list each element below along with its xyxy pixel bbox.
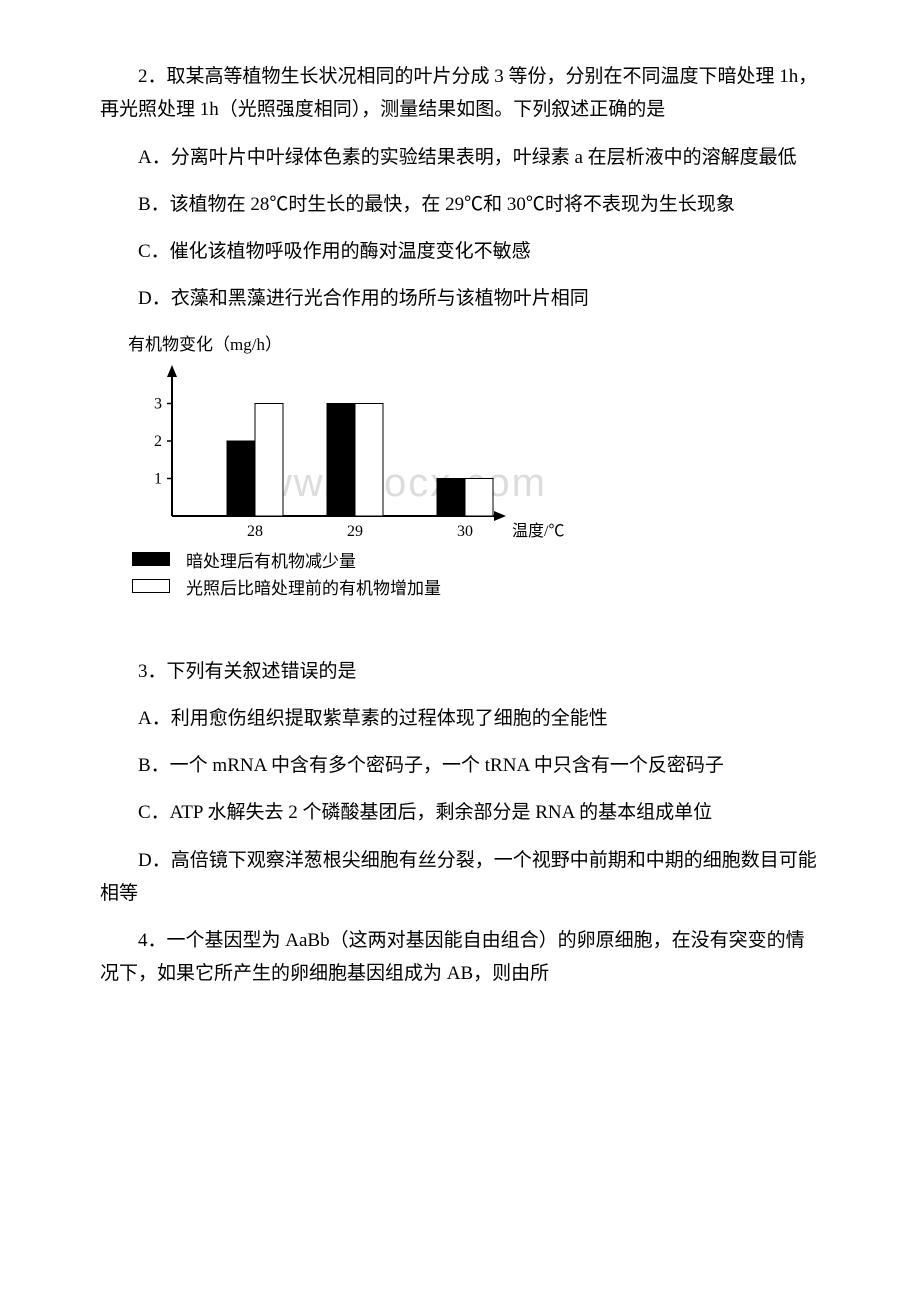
q2-option-a: A．分离叶片中叶绿体色素的实验结果表明，叶绿素 a 在层析液中的溶解度最低: [100, 141, 820, 174]
q3-option-c: C．ATP 水解失去 2 个磷酸基团后，剩余部分是 RNA 的基本组成单位: [100, 796, 820, 829]
q3-stem: 3．下列有关叙述错误的是: [100, 655, 820, 688]
svg-text:3: 3: [154, 395, 162, 412]
legend-row-light: 光照后比暗处理前的有机物增加量: [132, 574, 820, 599]
chart-legend: 暗处理后有机物减少量 光照后比暗处理前的有机物增加量: [132, 547, 820, 599]
bar-chart: 有机物变化（mg/h） www.bdocx.com 123282930温度/℃ …: [132, 330, 820, 599]
q2-stem: 2．取某高等植物生长状况相同的叶片分成 3 等份，分别在不同温度下暗处理 1h，…: [100, 60, 820, 127]
q3-option-b: B．一个 mRNA 中含有多个密码子，一个 tRNA 中只含有一个反密码子: [100, 749, 820, 782]
q4-stem: 4．一个基因型为 AaBb（这两对基因能自由组合）的卵原细胞，在没有突变的情况下…: [100, 924, 820, 991]
svg-text:28: 28: [247, 523, 263, 540]
q2-option-c: C．催化该植物呼吸作用的酶对温度变化不敏感: [100, 235, 820, 268]
q3-option-d: D．高倍镜下观察洋葱根尖细胞有丝分裂，一个视野中前期和中期的细胞数目可能相等: [100, 844, 820, 911]
legend-swatch-light: [132, 579, 170, 593]
svg-text:温度/℃: 温度/℃: [512, 522, 564, 540]
legend-swatch-dark: [132, 552, 170, 566]
svg-text:29: 29: [347, 523, 363, 540]
q2-option-b: B．该植物在 28℃时生长的最快，在 29℃和 30℃时将不表现为生长现象: [100, 188, 820, 221]
legend-label-dark: 暗处理后有机物减少量: [186, 547, 356, 572]
svg-text:30: 30: [457, 523, 473, 540]
legend-label-light: 光照后比暗处理前的有机物增加量: [186, 574, 441, 599]
q2-option-d: D．衣藻和黑藻进行光合作用的场所与该植物叶片相同: [100, 282, 820, 315]
chart-svg: 1 2 3 28 29 30 温度/℃: [132, 361, 592, 541]
svg-text:1: 1: [154, 470, 162, 487]
chart-y-title: 有机物变化（mg/h）: [128, 330, 820, 355]
svg-text:2: 2: [154, 433, 162, 450]
q3-option-a: A．利用愈伤组织提取紫草素的过程体现了细胞的全能性: [100, 702, 820, 735]
legend-row-dark: 暗处理后有机物减少量: [132, 547, 820, 572]
